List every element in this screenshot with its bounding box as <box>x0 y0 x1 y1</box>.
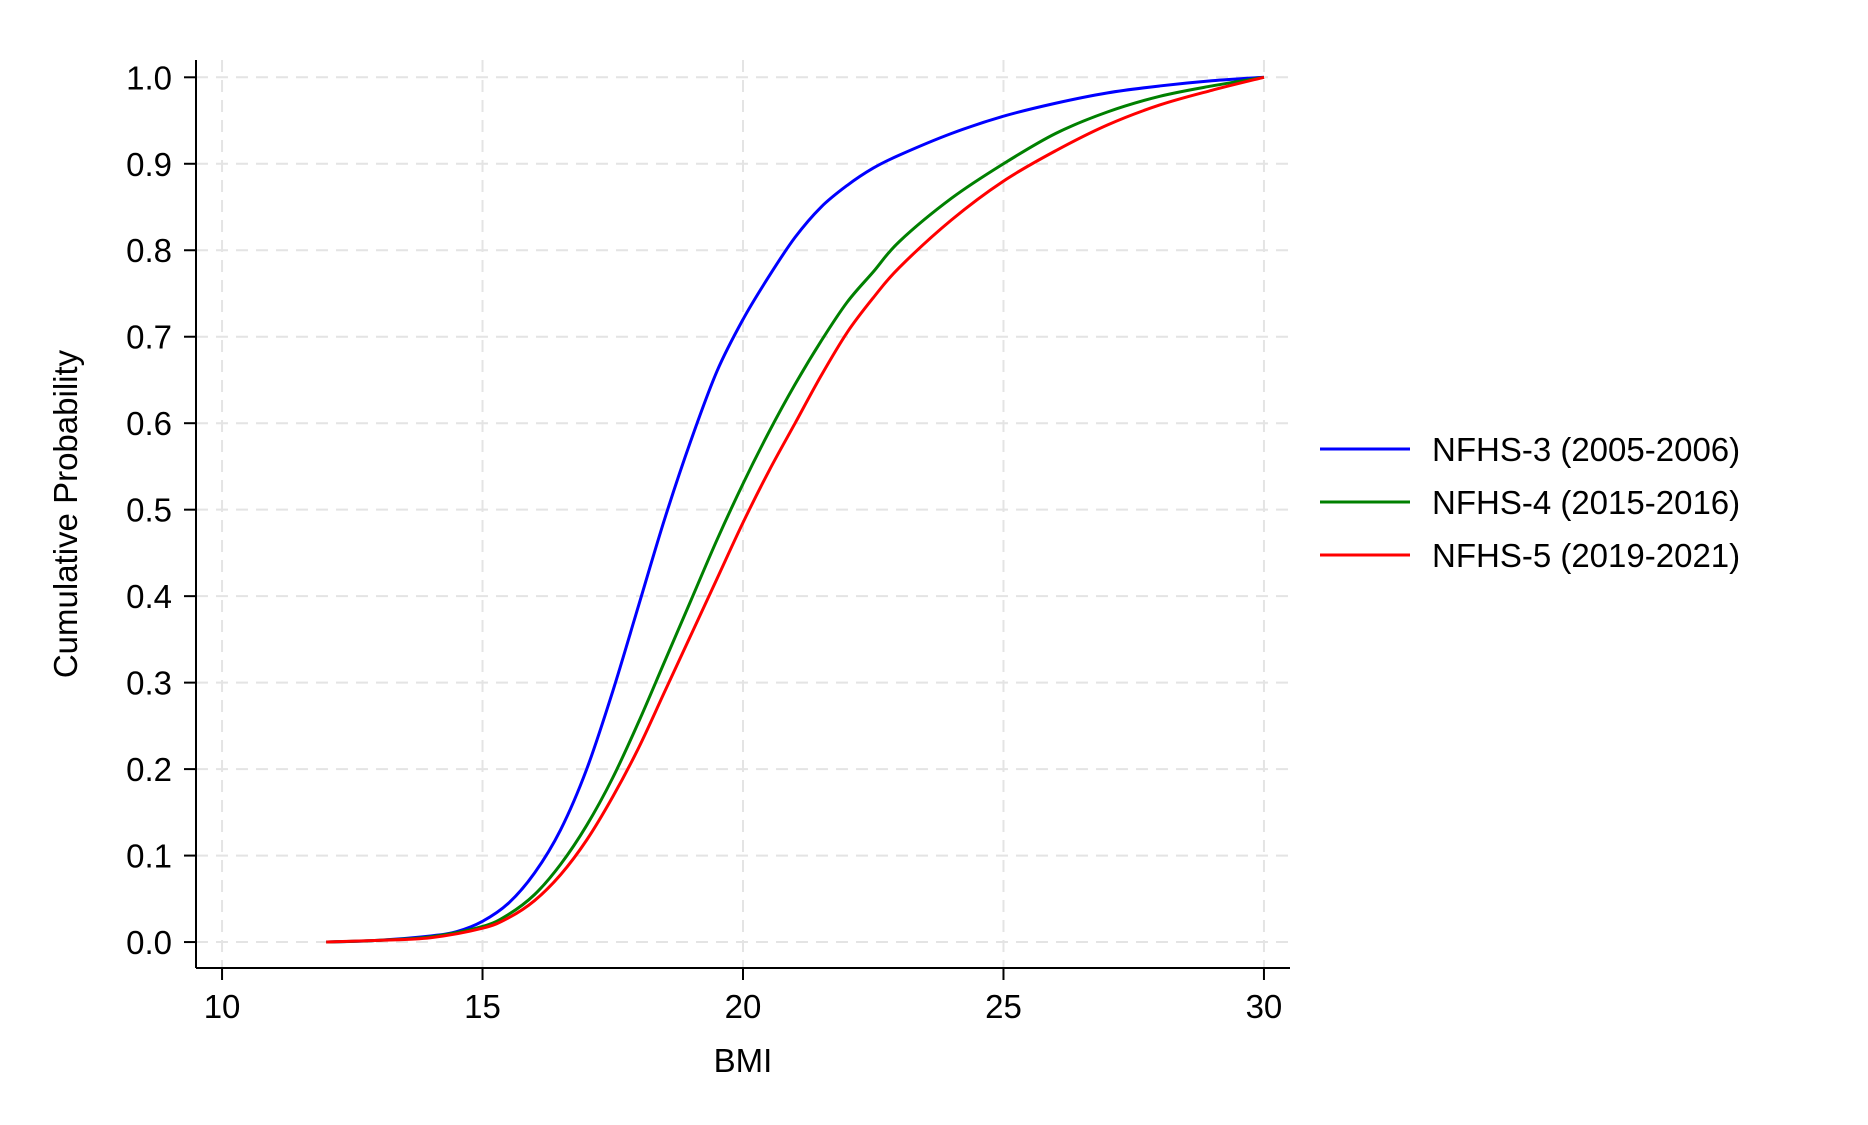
series-line-nfhs-4 <box>326 75 1265 944</box>
x-tick-label: 30 <box>1246 988 1283 1025</box>
ticks-layer: 10 15 20 25 30 0.0 0.1 0.2 0.3 0.4 0.5 0.6 0.7 0.8 0.9… <box>126 59 1282 1025</box>
series-line-nfhs-3 <box>326 75 1265 944</box>
y-tick-label: 0.0 <box>126 924 172 961</box>
x-tick-label: 10 <box>204 988 241 1025</box>
legend-label: NFHS-5 (2019-2021) <box>1432 537 1740 574</box>
y-tick-label: 0.7 <box>126 319 172 356</box>
y-tick-label: 0.2 <box>126 751 172 788</box>
y-tick-label: 0.4 <box>126 578 172 615</box>
series-line-nfhs-5 <box>326 75 1265 944</box>
y-tick-label: 0.9 <box>126 146 172 183</box>
series-layer <box>326 75 1265 944</box>
legend: NFHS-3 (2005-2006) NFHS-4 (2015-2016) NFHS… <box>1320 431 1740 574</box>
x-tick-label: 25 <box>985 988 1022 1025</box>
x-tick-label: 20 <box>725 988 762 1025</box>
legend-item: NFHS-3 (2005-2006) <box>1320 431 1740 468</box>
y-tick-label: 1.0 <box>126 59 172 96</box>
y-tick-label: 0.6 <box>126 405 172 442</box>
x-tick-label: 15 <box>464 988 501 1025</box>
legend-label: NFHS-4 (2015-2016) <box>1432 484 1740 521</box>
legend-item: NFHS-5 (2019-2021) <box>1320 537 1740 574</box>
y-tick-label: 0.3 <box>126 665 172 702</box>
legend-label: NFHS-3 (2005-2006) <box>1432 431 1740 468</box>
legend-item: NFHS-4 (2015-2016) <box>1320 484 1740 521</box>
x-axis-title: BMI <box>714 1042 773 1079</box>
grid-layer <box>196 60 1290 968</box>
y-tick-label: 0.5 <box>126 492 172 529</box>
y-tick-label: 0.8 <box>126 232 172 269</box>
y-tick-label: 0.1 <box>126 838 172 875</box>
y-axis-title: Cumulative Probability <box>47 349 84 678</box>
